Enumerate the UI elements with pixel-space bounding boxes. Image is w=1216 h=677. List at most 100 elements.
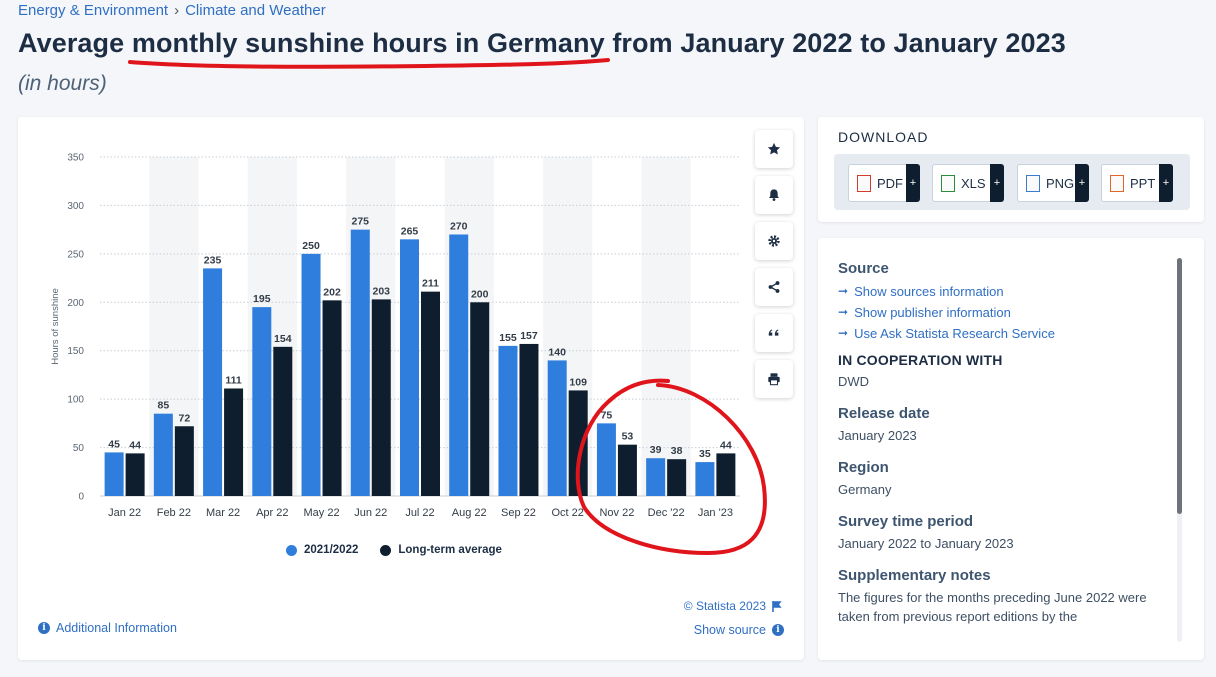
pdf-file-icon bbox=[857, 174, 871, 192]
red-circle-annotation bbox=[575, 378, 767, 556]
bar bbox=[224, 388, 244, 496]
x-tick-label: Mar 22 bbox=[206, 507, 240, 519]
x-tick-label: Dec '22 bbox=[648, 507, 685, 519]
data-label: 154 bbox=[274, 333, 292, 345]
png-file-icon bbox=[1026, 174, 1040, 192]
data-label: 44 bbox=[720, 439, 732, 451]
source-section: Source ➞ Show sources information ➞ Show p… bbox=[838, 260, 1168, 344]
print-icon[interactable] bbox=[755, 360, 793, 398]
bar bbox=[568, 390, 588, 496]
data-label: 250 bbox=[302, 240, 320, 252]
additional-information-link[interactable]: i Additional Information bbox=[38, 621, 177, 635]
breadcrumb-separator: › bbox=[174, 2, 180, 19]
download-png-label: PNG bbox=[1046, 175, 1075, 191]
download-png-button[interactable]: PNG + bbox=[1017, 164, 1089, 202]
chart-card: 0 50 100 150 200 250 300 350 Hours of sunshine 45… bbox=[18, 117, 804, 660]
ask-statista-link[interactable]: ➞ Use Ask Statista Research Service bbox=[838, 323, 1168, 344]
bar bbox=[421, 291, 440, 496]
bar bbox=[174, 426, 194, 496]
statista-credit[interactable]: © Statista 2023 bbox=[684, 599, 782, 613]
data-label: 211 bbox=[422, 278, 439, 290]
star-icon[interactable] bbox=[755, 130, 793, 168]
download-xls-label: XLS bbox=[961, 175, 986, 191]
x-tick-label: Apr 22 bbox=[256, 507, 288, 519]
ask-statista-text: Use Ask Statista Research Service bbox=[854, 326, 1055, 341]
show-source-link[interactable]: Show source i bbox=[694, 623, 784, 637]
cooperation-heading: IN COOPERATION WITH bbox=[838, 352, 1003, 368]
plus-icon[interactable]: + bbox=[1075, 164, 1089, 202]
quote-icon[interactable] bbox=[755, 314, 793, 352]
show-publisher-link[interactable]: ➞ Show publisher information bbox=[838, 302, 1168, 323]
x-tick-label: Jun 22 bbox=[354, 507, 387, 519]
bar bbox=[498, 345, 518, 496]
bar bbox=[695, 462, 715, 496]
show-sources-link[interactable]: ➞ Show sources information bbox=[838, 281, 1168, 302]
data-label: 45 bbox=[108, 438, 120, 450]
notes-section: Supplementary notes The figures for the … bbox=[838, 567, 1168, 626]
download-bar: PDF + XLS + PNG + PPT + bbox=[834, 154, 1190, 210]
legend-dot-icon bbox=[380, 544, 392, 556]
bar bbox=[470, 302, 490, 496]
legend-dot-icon bbox=[286, 544, 297, 556]
period-heading: Survey time period bbox=[838, 513, 974, 530]
legend-label: 2021/2022 bbox=[304, 544, 359, 556]
data-label: 85 bbox=[158, 400, 170, 412]
show-source-text: Show source bbox=[693, 623, 766, 637]
y-tick-label: 250 bbox=[67, 249, 84, 260]
data-label: 265 bbox=[401, 225, 419, 237]
release-value: January 2023 bbox=[838, 428, 917, 443]
plus-icon[interactable]: + bbox=[1159, 164, 1173, 202]
xls-file-icon bbox=[941, 174, 955, 192]
bar bbox=[153, 413, 173, 496]
show-sources-text: Show sources information bbox=[854, 284, 1004, 299]
credit-text: © Statista 2023 bbox=[683, 599, 766, 613]
data-label: 202 bbox=[323, 286, 341, 298]
additional-information-text: Additional Information bbox=[56, 621, 177, 635]
info-icon: i bbox=[772, 624, 784, 636]
data-label: 111 bbox=[225, 374, 242, 386]
y-tick-label: 300 bbox=[67, 201, 84, 212]
share-icon[interactable] bbox=[755, 268, 793, 306]
bar bbox=[596, 423, 616, 496]
gear-icon[interactable] bbox=[755, 222, 793, 260]
download-xls-button[interactable]: XLS + bbox=[932, 164, 1004, 202]
data-label: 109 bbox=[569, 376, 587, 388]
bell-icon[interactable] bbox=[755, 176, 793, 214]
page-title: Average monthly sunshine hours in German… bbox=[18, 28, 1066, 58]
y-tick-label: 350 bbox=[67, 153, 84, 164]
data-label: 44 bbox=[129, 439, 141, 451]
x-tick-label: Nov 22 bbox=[599, 507, 634, 519]
data-label: 275 bbox=[352, 216, 370, 228]
source-heading: Source bbox=[838, 260, 889, 277]
download-pdf-button[interactable]: PDF + bbox=[848, 164, 920, 202]
download-ppt-button[interactable]: PPT + bbox=[1101, 164, 1173, 202]
bar bbox=[301, 253, 321, 496]
notes-value: The figures for the months preceding Jun… bbox=[838, 590, 1147, 624]
y-tick-label: 100 bbox=[67, 395, 84, 406]
bar bbox=[519, 343, 539, 496]
info-card: Source ➞ Show sources information ➞ Show p… bbox=[818, 238, 1204, 660]
data-label: 155 bbox=[499, 332, 517, 344]
plus-icon[interactable]: + bbox=[906, 164, 920, 202]
x-tick-label: Jan 22 bbox=[108, 507, 141, 519]
y-tick-label: 200 bbox=[67, 298, 84, 309]
download-ppt-label: PPT bbox=[1130, 175, 1156, 191]
legend-item-long-term-average[interactable]: Long-term average bbox=[380, 544, 502, 556]
column-band bbox=[641, 157, 691, 496]
breadcrumb: Energy & Environment › Climate and Weather bbox=[18, 2, 326, 19]
breadcrumb-link-climate[interactable]: Climate and Weather bbox=[185, 2, 326, 19]
data-label: 53 bbox=[622, 431, 634, 443]
breadcrumb-link-energy[interactable]: Energy & Environment bbox=[18, 2, 169, 19]
notes-heading: Supplementary notes bbox=[838, 567, 991, 584]
y-tick-label: 150 bbox=[67, 346, 84, 357]
x-tick-label: Aug 22 bbox=[452, 507, 487, 519]
plus-icon[interactable]: + bbox=[990, 164, 1004, 202]
scrollbar-thumb[interactable] bbox=[1177, 258, 1182, 514]
legend-item-2021-2022[interactable]: 2021/2022 bbox=[286, 544, 358, 556]
x-tick-label: May 22 bbox=[303, 507, 339, 519]
region-heading: Region bbox=[838, 459, 889, 476]
bar bbox=[617, 444, 637, 496]
bar bbox=[104, 452, 124, 496]
download-title: DOWNLOAD bbox=[838, 129, 929, 145]
period-value: January 2022 to January 2023 bbox=[838, 536, 1014, 551]
